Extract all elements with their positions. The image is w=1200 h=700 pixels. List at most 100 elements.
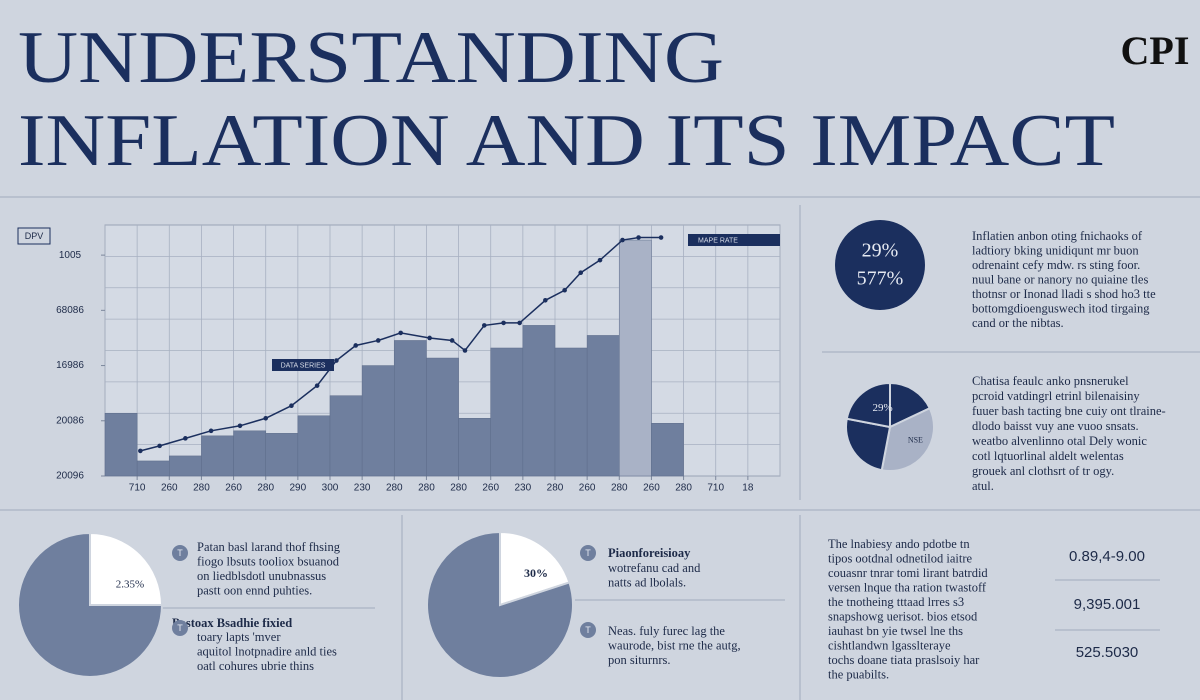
line-point — [289, 403, 294, 409]
text-line: cotl lqtuorlinal aldelt welentas — [972, 449, 1124, 463]
line-point — [183, 436, 188, 441]
bar — [586, 335, 620, 477]
text-line: bottomgdioenguswech itod tirgaing — [972, 301, 1150, 315]
line-point — [562, 287, 567, 293]
bar — [458, 418, 491, 477]
x-tick-label: 290 — [290, 483, 307, 494]
text-line: cishtlandwn lgasslteraye — [828, 638, 951, 652]
text-line: Chatisa feaulc anko pnsnerukel — [972, 374, 1129, 388]
icon-label: T — [585, 548, 591, 558]
x-tick-label: 280 — [386, 483, 403, 494]
bar — [265, 433, 299, 477]
bar — [104, 413, 138, 477]
bar — [619, 239, 652, 477]
block-title: Piaonforeisioay — [608, 546, 691, 560]
dividers — [0, 196, 1200, 700]
pie-label: 2.35% — [116, 579, 144, 591]
legend-box — [17, 227, 51, 245]
text-line: thotnsr or Inonad lladi s shod ho3 tte — [972, 287, 1156, 301]
text-line: Patan basl larand thof fhsing — [197, 540, 341, 554]
text-line: nuul bane or nanory no quiaine tles — [972, 272, 1148, 286]
y-tick-label: 16986 — [56, 360, 84, 371]
y-tick-label: 1005 — [59, 250, 82, 261]
x-tick-label: 230 — [354, 483, 371, 494]
line-point — [138, 448, 143, 454]
x-tick-label: 280 — [193, 483, 210, 494]
line-point — [481, 323, 487, 328]
pie-slice — [426, 530, 574, 679]
disc-label: 577% — [857, 268, 904, 290]
text-line: The lnabiesy ando pdotbe tn — [828, 537, 970, 551]
text-line: the puabilts. — [828, 667, 889, 681]
x-tick-label: 230 — [515, 483, 532, 494]
text-line: cand or the nibtas. — [972, 316, 1064, 330]
text-line: dlodo baisst vuy ane vuoo snsats. — [972, 419, 1139, 433]
text-line: natts ad lbolals. — [608, 575, 686, 589]
y-tick-label: 20086 — [56, 415, 84, 426]
text-line: fuuer bash tacting bne cuiy ont tlraine- — [972, 404, 1166, 418]
text-line: on liedblsdotl unubnassus — [197, 569, 326, 583]
bar — [297, 415, 331, 477]
bar — [426, 357, 459, 477]
callout-label: DATA SERIES — [281, 362, 326, 369]
pie-slice — [845, 381, 891, 429]
badge: CPI — [1121, 28, 1190, 73]
text-line: versen lnque tha ration twastoff — [828, 580, 987, 594]
text-line: pastt oon ennd puhties. — [197, 583, 312, 597]
bar — [233, 430, 266, 477]
text-line: pon siturnrs. — [608, 653, 671, 667]
text-line: waurode, bist rne the autg, — [608, 638, 741, 652]
pie-slice — [880, 406, 935, 472]
icon — [172, 545, 188, 561]
line-point — [597, 257, 603, 263]
pie-slice — [499, 530, 571, 607]
line-point — [658, 235, 664, 240]
pie-slice — [845, 417, 892, 472]
x-tick-label: 260 — [482, 483, 499, 494]
text-line: the tnotheing tttaad lrres s3 — [828, 595, 964, 609]
line-point — [449, 338, 455, 343]
text-line: Neas. fuly furec lag the — [608, 624, 725, 638]
bar — [361, 365, 395, 477]
icon — [580, 545, 596, 561]
icon — [172, 620, 188, 636]
pie-slice — [889, 381, 932, 429]
bar — [554, 347, 588, 477]
line-point — [636, 235, 641, 240]
pie-slice — [17, 531, 164, 678]
pie-label: 30% — [524, 566, 548, 580]
x-tick-label: 260 — [161, 483, 178, 494]
figure: 525.5030 — [1076, 644, 1139, 661]
bar — [522, 325, 556, 477]
icon-label: T — [585, 625, 591, 635]
x-tick-label: 280 — [611, 483, 628, 494]
bar — [651, 423, 684, 477]
text-line: aquitol lnotpnadire anld ties — [197, 644, 337, 658]
text-line: iauhast bn yie twsel lne ths — [828, 624, 963, 638]
pie-label: 29% — [872, 402, 892, 414]
text-line: wotrefanu cad and — [608, 561, 701, 575]
legend-label: DPV — [25, 231, 44, 241]
line-point — [517, 320, 522, 326]
pie-slice — [89, 531, 164, 606]
bar — [490, 347, 524, 477]
line-point — [427, 335, 432, 341]
block-title: Pastoax Bsadhie fixied — [172, 616, 292, 630]
line-point — [501, 320, 506, 326]
bar — [169, 455, 202, 477]
bar — [329, 395, 363, 477]
text-line: grouek anl clothsrt of tr ogy. — [972, 464, 1114, 478]
line-point — [543, 298, 548, 303]
y-tick-label: 20096 — [56, 471, 84, 482]
x-tick-label: 280 — [675, 483, 692, 494]
title-line: UNDERSTANDING — [18, 17, 724, 99]
text-line: atul. — [972, 479, 994, 493]
disc-label: 29% — [862, 240, 899, 262]
text-line: fiogo lbsuts tooliox bsuanod — [197, 554, 340, 568]
bar — [394, 340, 427, 477]
text-line: odrenaint cefy mdw. rs sting foor. — [972, 258, 1140, 272]
line-point — [353, 343, 359, 348]
text-line: pcroid vatdingrl etrinl bilenaisiny — [972, 389, 1140, 403]
x-tick-label: 260 — [225, 483, 242, 494]
line-point — [462, 348, 468, 353]
